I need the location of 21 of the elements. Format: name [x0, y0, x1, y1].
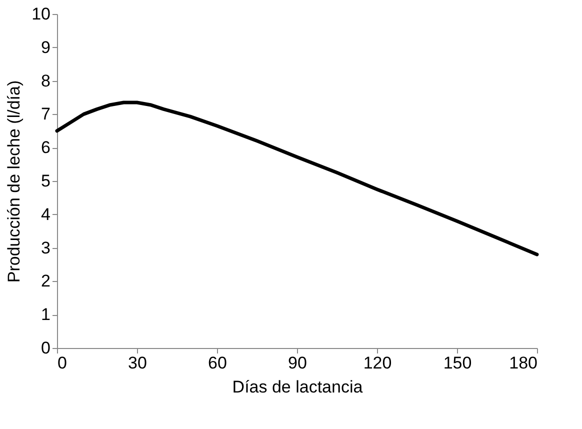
y-tick-label: 7 — [41, 104, 50, 124]
x-tick-label: 120 — [363, 354, 392, 372]
y-tick-label: 9 — [41, 38, 50, 57]
y-tick-label: 5 — [41, 172, 50, 190]
x-tick-label: 90 — [288, 354, 307, 372]
y-tick-label: 3 — [41, 238, 50, 258]
line-series — [55, 100, 539, 256]
x-tick-label: 30 — [128, 354, 147, 372]
x-tick-label: 0 — [58, 354, 67, 372]
x-tick-label: 150 — [443, 354, 472, 372]
x-tick-label: 180 — [509, 354, 538, 372]
y-tick-label: 6 — [41, 138, 50, 158]
y-tick-label: 10 — [32, 4, 50, 24]
y-tick-label: 4 — [41, 204, 50, 224]
y-tick-label: 8 — [41, 71, 50, 90]
y-tick-label: 1 — [41, 305, 50, 324]
y-axis-title: Producción de leche (l/día) — [4, 80, 24, 283]
x-axis-title: Días de lactancia — [232, 378, 364, 396]
y-tick-label: 0 — [41, 338, 50, 358]
x-tick-label: 60 — [208, 354, 227, 372]
y-tick-label: 2 — [41, 272, 50, 291]
